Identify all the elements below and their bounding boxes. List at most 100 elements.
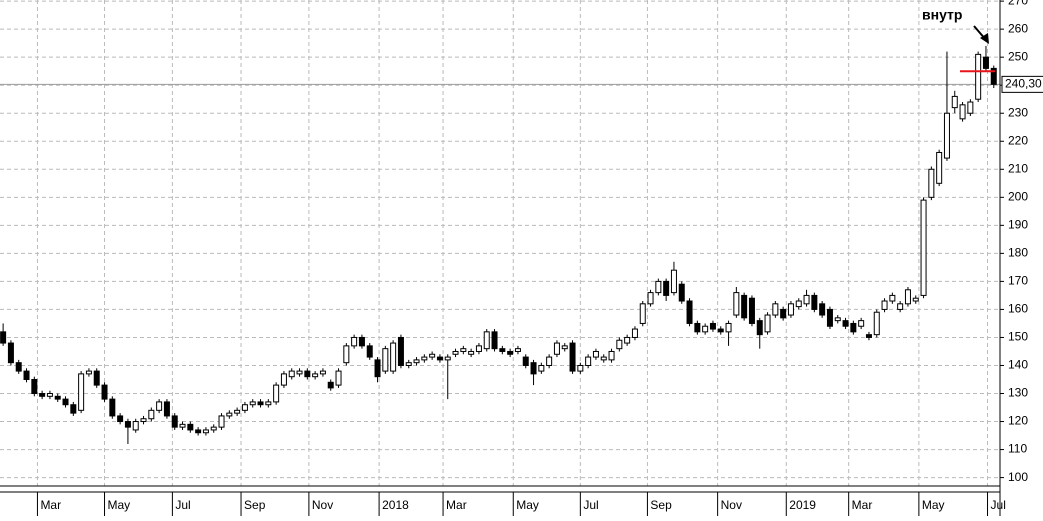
candle-body [163,401,170,417]
y-tick-label: 100 [1008,470,1028,484]
y-tick-label: 150 [1008,330,1028,344]
candle-body [600,356,607,361]
candle-body [171,415,178,428]
candle-body [54,395,61,400]
candle-body [865,334,872,338]
y-tick-label: 200 [1008,189,1028,203]
candle-body [468,350,475,355]
x-tick-label: Nov [312,498,333,512]
candle-body [694,322,701,333]
candle-body [538,364,545,372]
candle-body [429,353,436,358]
candle-body [850,322,857,333]
candle-body [444,356,451,361]
candle-body [413,359,420,364]
candle-body [62,398,69,406]
candle-body [577,364,584,372]
candle-body [210,426,217,431]
candle-body [873,311,880,336]
candle-body [93,370,100,386]
candle-body [780,308,787,319]
candle-body [725,322,732,333]
x-tick-label: Sep [244,498,266,512]
candle-body [499,348,506,352]
candle-body [709,322,716,330]
candle-body [819,303,826,316]
x-tick-label: Jul [991,498,1006,512]
candle-body [655,280,662,294]
y-tick-label: 110 [1008,442,1027,456]
candle-body [156,401,163,411]
candle-body [70,404,77,414]
candle-body [663,280,670,296]
x-tick-label: May [108,498,131,512]
candle-body [639,303,646,324]
candle-body [585,356,592,366]
x-tick-label: Mar [852,498,873,512]
candle-body [280,373,287,386]
candle-body [834,317,841,322]
candle-body [889,294,896,302]
candle-body [686,300,693,324]
candle-body [117,415,124,423]
candle-body [475,345,482,352]
candle-body [0,331,7,344]
candle-body [967,101,974,114]
candle-body [436,356,443,361]
candle-body [195,429,202,434]
y-tick-label: 230 [1008,105,1028,119]
candle-body [390,342,397,372]
candle-body [756,320,763,336]
candle-body [795,300,802,308]
candle-body [397,336,404,366]
candle-body [382,348,389,372]
candle-body [990,67,997,85]
candle-body [304,370,311,378]
y-tick-label: 170 [1008,274,1028,288]
candle-body [858,320,865,327]
candle-body [140,418,147,423]
x-tick-label: Mar [446,498,467,512]
candle-body [312,373,319,378]
candle-body [132,421,139,431]
candle-body [39,393,46,397]
arrow-head [980,33,989,44]
annotation: внутр [922,7,962,23]
candle-body [148,409,155,420]
candle-body [936,151,943,184]
candle-body [982,56,989,69]
candle-body [405,362,412,366]
candle-body [717,328,724,333]
candle-body [569,342,576,372]
candle-body [265,401,272,406]
candle-body [912,297,919,302]
candle-body [748,297,755,324]
candle-body [179,423,186,428]
candle-body [101,384,108,400]
last-price-label: 240,30 [1005,77,1042,91]
candle-body [904,289,911,305]
y-tick-label: 270 [1008,0,1028,7]
candle-body [452,350,459,355]
candle-body [327,381,334,389]
candle-body [842,320,849,327]
x-tick-label: Mar [40,498,61,512]
candle-body [741,294,748,319]
candle-body [491,331,498,350]
candle-body [249,401,256,406]
candle-body [546,356,553,366]
candle-body [351,336,358,347]
y-tick-label: 190 [1008,218,1028,232]
candle-body [702,325,709,333]
y-tick-label: 130 [1008,386,1028,400]
candle-body [522,356,529,366]
x-tick-label: Nov [721,498,742,512]
candle-body [46,393,53,397]
candle-body [616,339,623,350]
candle-body [920,199,927,296]
y-tick-label: 250 [1008,49,1028,63]
candle-body [218,415,225,428]
candle-body [772,303,779,316]
candle-body [959,104,966,120]
candle-body [951,95,958,109]
